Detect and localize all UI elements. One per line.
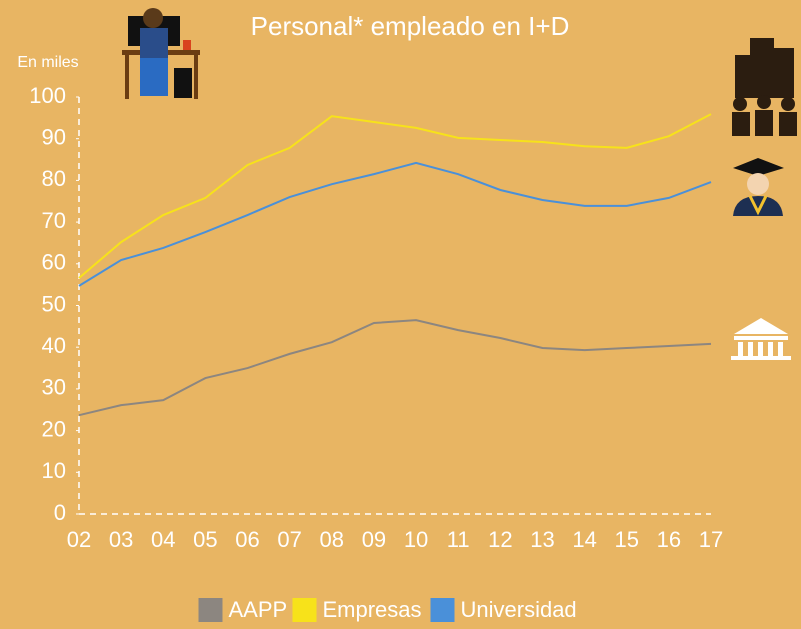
y-tick-label: 10 <box>42 458 66 483</box>
government-icon <box>731 318 791 360</box>
x-tick-label: 03 <box>109 527 133 552</box>
x-tick-label: 04 <box>151 527 175 552</box>
chart-title: Personal* empleado en I+D <box>251 11 570 41</box>
line-series <box>78 161 712 287</box>
legend-swatch <box>198 598 223 622</box>
y-tick-label: 90 <box>42 125 66 150</box>
x-tick-label: 17 <box>699 527 723 552</box>
y-tick-label: 40 <box>42 333 66 358</box>
x-tick-label: 12 <box>488 527 512 552</box>
desk-icon <box>122 8 200 99</box>
legend-label: Universidad <box>461 597 577 622</box>
line-series <box>78 113 712 279</box>
line-series <box>78 319 712 417</box>
legend-swatch <box>292 598 317 622</box>
company-icon <box>732 38 797 136</box>
x-tick-label: 14 <box>572 527 596 552</box>
x-tick-label: 16 <box>657 527 681 552</box>
legend-swatch <box>430 598 455 622</box>
x-tick-label: 15 <box>614 527 638 552</box>
x-tick-label: 11 <box>447 527 470 552</box>
x-tick-label: 06 <box>235 527 259 552</box>
y-tick-label: 0 <box>54 500 66 525</box>
x-tick-label: 10 <box>404 527 428 552</box>
x-tick-label: 07 <box>277 527 301 552</box>
y-tick-label: 30 <box>42 375 66 400</box>
x-tick-label: 13 <box>530 527 554 552</box>
graduate-icon <box>733 158 784 216</box>
y-tick-label: 70 <box>42 208 66 233</box>
y-tick-label: 80 <box>42 166 66 191</box>
x-tick-label: 09 <box>362 527 386 552</box>
x-tick-label: 02 <box>67 527 91 552</box>
legend-label: Empresas <box>323 597 422 622</box>
legend-label: AAPP <box>229 597 288 622</box>
y-tick-label: 20 <box>42 416 66 441</box>
y-axis-label: En miles <box>17 54 78 71</box>
x-tick-label: 08 <box>320 527 344 552</box>
y-tick-label: 100 <box>29 83 66 108</box>
x-tick-label: 05 <box>193 527 217 552</box>
y-tick-label: 60 <box>42 250 66 275</box>
y-tick-label: 50 <box>42 291 66 316</box>
